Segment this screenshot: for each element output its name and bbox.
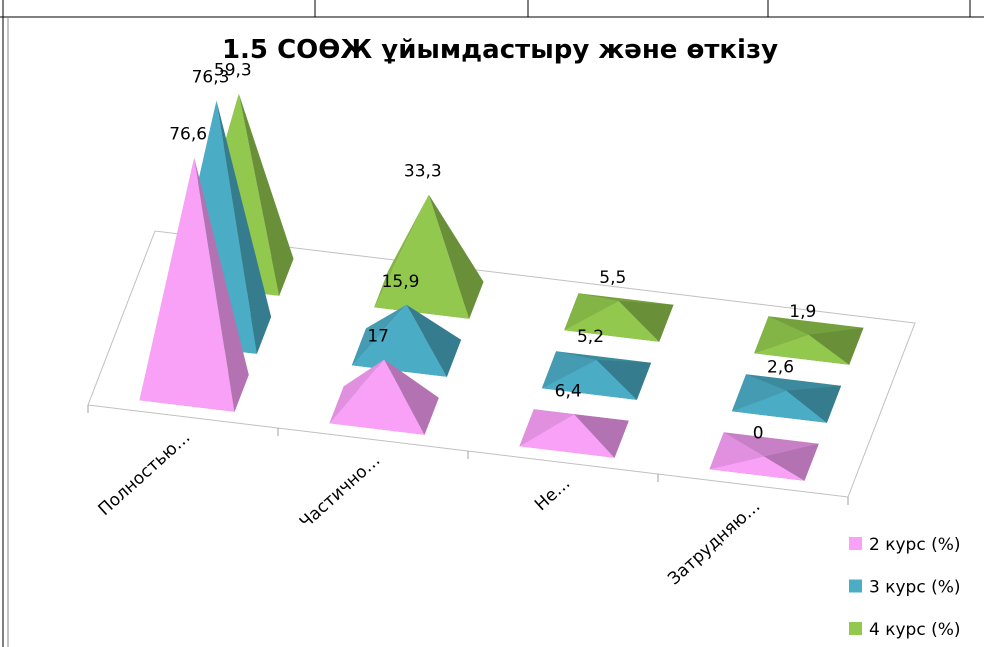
pyramid-face-right bbox=[238, 93, 294, 296]
pyramid-face-front bbox=[374, 194, 470, 319]
pyramid-face-right bbox=[596, 359, 652, 400]
pyramid-face-front bbox=[519, 414, 615, 458]
pyramid-face-right bbox=[786, 385, 842, 423]
pyramid-face-left bbox=[519, 409, 575, 447]
pyramid-face-left bbox=[351, 304, 407, 366]
legend-swatch bbox=[849, 622, 862, 635]
pyramid bbox=[754, 316, 864, 365]
pyramid-face-right bbox=[194, 157, 249, 412]
pyramid bbox=[541, 351, 652, 400]
pyramid-face-right bbox=[618, 301, 674, 342]
pyramid bbox=[519, 409, 629, 458]
chart-title: 1.5 СОӨЖ ұйымдастыру және өткізу bbox=[222, 35, 778, 65]
pyramid-face-front bbox=[754, 334, 850, 365]
pyramid bbox=[139, 157, 249, 412]
pyramid-face-right bbox=[808, 327, 864, 365]
data-label: 15,9 bbox=[382, 272, 420, 292]
legend-label: 2 курс (%) bbox=[869, 535, 961, 555]
pyramid-face-front bbox=[709, 456, 805, 481]
data-label: 2,6 bbox=[767, 358, 794, 378]
x-tick-label: Полностью… bbox=[95, 427, 195, 520]
legend-label: 4 курс (%) bbox=[869, 620, 961, 640]
data-label: 17 bbox=[367, 327, 389, 347]
pyramid-face-right bbox=[574, 414, 629, 458]
data-label: 0 bbox=[753, 424, 764, 444]
data-label: 59,3 bbox=[214, 61, 252, 81]
pyramid bbox=[709, 432, 819, 481]
x-tick-label: Затрудняю… bbox=[664, 496, 764, 589]
data-label: 76,3 bbox=[192, 68, 230, 88]
pyramid-face-left bbox=[754, 316, 809, 354]
pyramid-face-left bbox=[731, 374, 787, 412]
pyramid-face-front bbox=[731, 390, 827, 423]
pyramid bbox=[329, 359, 439, 435]
pyramid-face-right bbox=[406, 304, 462, 377]
pyramid-face-left bbox=[709, 432, 765, 470]
data-label: 76,6 bbox=[169, 125, 207, 145]
pyramid-face-front bbox=[564, 301, 660, 342]
pyramid-face-front bbox=[541, 359, 637, 400]
pyramid-face-right bbox=[428, 194, 484, 319]
pyramid-face-right bbox=[216, 100, 272, 354]
x-tick-label: Не… bbox=[531, 473, 574, 515]
pyramid bbox=[374, 194, 484, 319]
data-label: 5,5 bbox=[599, 268, 626, 288]
data-label: 33,3 bbox=[404, 162, 442, 182]
pyramid-face-left bbox=[541, 351, 597, 389]
pyramid-face-right bbox=[764, 443, 819, 481]
data-label: 1,9 bbox=[789, 302, 816, 322]
pyramid-face-front bbox=[351, 304, 447, 377]
pyramid-face-left bbox=[564, 293, 619, 331]
data-label: 6,4 bbox=[555, 381, 582, 401]
pyramid bbox=[731, 374, 842, 423]
pyramid-face-right bbox=[384, 359, 439, 435]
pyramid-face-front bbox=[329, 359, 425, 435]
floor bbox=[87, 230, 916, 498]
legend-swatch bbox=[849, 537, 862, 550]
legend-label: 3 курс (%) bbox=[869, 578, 961, 598]
data-label: 5,2 bbox=[577, 327, 604, 347]
x-tick-label: Частично… bbox=[296, 450, 384, 532]
pyramid bbox=[564, 293, 674, 342]
pyramid-face-front bbox=[139, 157, 235, 412]
legend-swatch bbox=[849, 579, 862, 593]
